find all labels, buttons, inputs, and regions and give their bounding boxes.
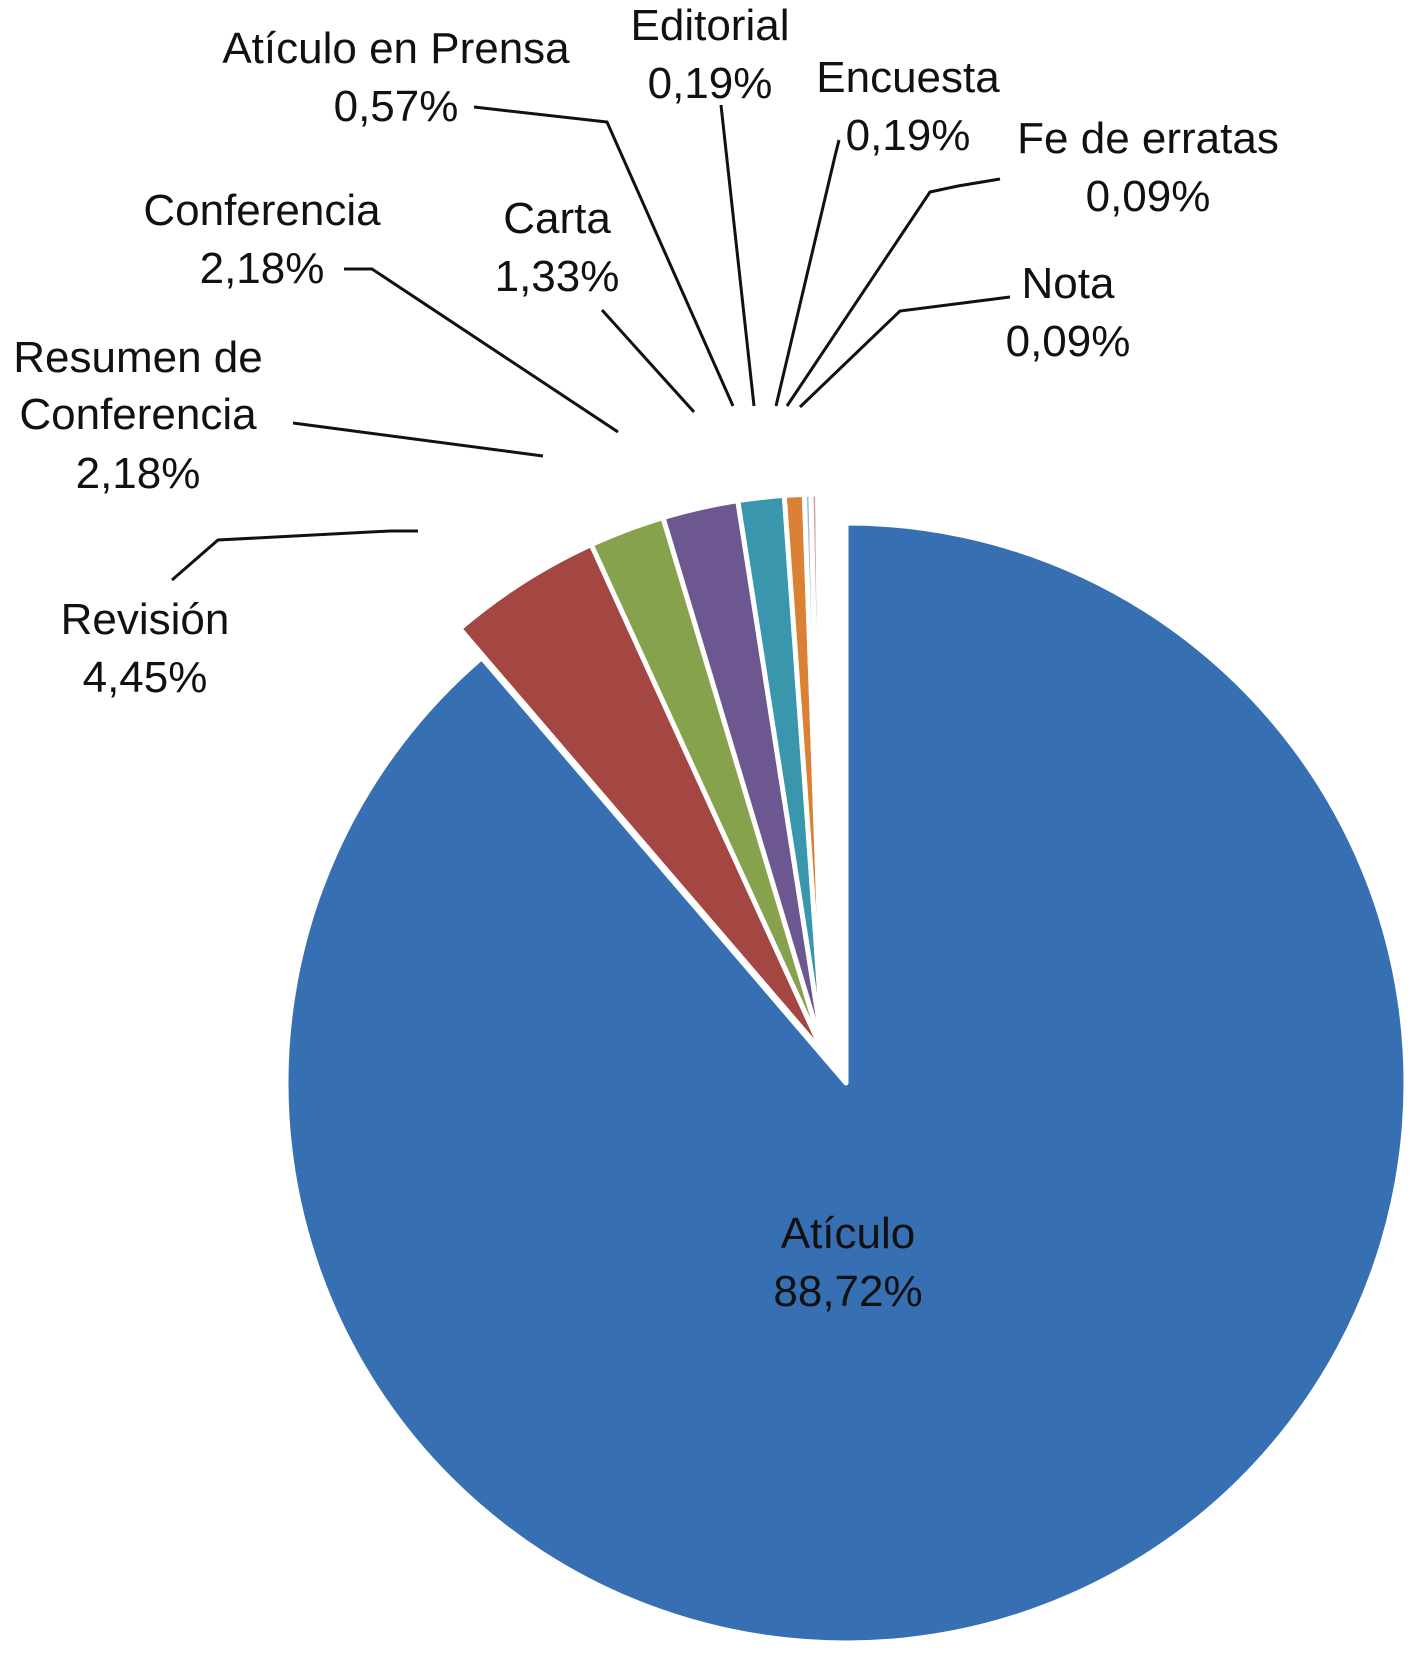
- leader-line-revision: [171, 529, 418, 582]
- leader-line-conferencia: [344, 267, 619, 434]
- leader-line-editorial: [719, 104, 756, 407]
- leader-line-fe-de-erratas: [785, 177, 1001, 407]
- leader-line-nota: [798, 295, 1011, 409]
- slice-label-aticulo-en-prensa: Atículo en Prensa: [222, 24, 570, 73]
- slice-value-aticulo: 88,72%: [773, 1267, 922, 1316]
- slice-value-conferencia: 2,18%: [200, 244, 325, 293]
- leader-line-encuesta: [774, 139, 841, 407]
- slice-value-aticulo-en-prensa: 0,57%: [334, 82, 459, 131]
- slice-value-encuesta: 0,19%: [846, 111, 971, 160]
- slice-value-editorial: 0,19%: [648, 59, 773, 108]
- slice-value-nota: 0,09%: [1006, 317, 1131, 366]
- leader-line-resumen-de-conferencia: [292, 421, 544, 458]
- slice-label-resumen-de-conferencia: Resumen de: [13, 333, 262, 382]
- slice-label-editorial: Editorial: [631, 1, 790, 50]
- slice-label-nota: Nota: [1022, 259, 1115, 308]
- slice-label-resumen-de-conferencia: Conferencia: [19, 390, 257, 439]
- pie-slices: [283, 491, 1409, 1646]
- slice-label-revision: Revisión: [61, 595, 230, 644]
- slice-value-fe-de-erratas: 0,09%: [1086, 172, 1211, 221]
- slice-label-aticulo: Atículo: [781, 1209, 916, 1258]
- slice-label-conferencia: Conferencia: [143, 186, 381, 235]
- pie-slice-aticulo: [283, 520, 1409, 1646]
- slice-value-revision: 4,45%: [83, 653, 208, 702]
- slice-labels: Atículo 88,72% Revisión 4,45% Resumen de Conf…: [13, 1, 1279, 1316]
- leader-lines: [171, 104, 1011, 582]
- slice-label-fe-de-erratas: Fe de erratas: [1017, 114, 1279, 163]
- slice-value-resumen-de-conferencia: 2,18%: [76, 449, 201, 498]
- leader-line-aticulo-en-prensa: [473, 105, 735, 407]
- slice-value-carta: 1,33%: [495, 252, 620, 301]
- slice-label-carta: Carta: [503, 194, 611, 243]
- leader-line-carta: [600, 308, 696, 414]
- slice-label-encuesta: Encuesta: [816, 53, 1000, 102]
- pie-slice-nota: [818, 491, 827, 1057]
